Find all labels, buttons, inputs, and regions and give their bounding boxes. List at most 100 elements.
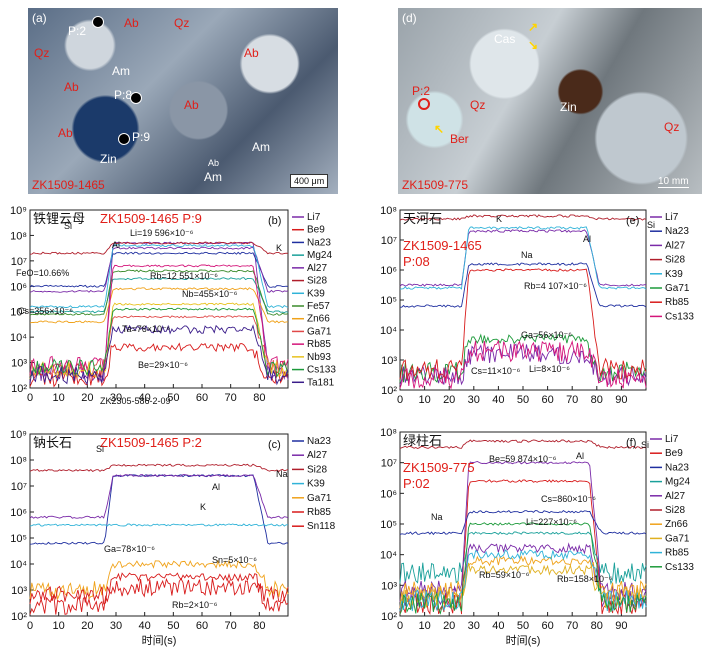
- panel-label-d: (d): [402, 11, 417, 25]
- x-tick-label: 70: [225, 392, 237, 404]
- x-tick-label: 90: [615, 620, 627, 632]
- legend-entry: Mg24: [665, 477, 690, 488]
- annotation: K: [276, 243, 282, 253]
- x-tick-label: 80: [591, 394, 603, 406]
- legend-entry: Ta181: [307, 377, 335, 388]
- series-line-cs133: [399, 522, 647, 615]
- plot-area: 10² 10³ 10⁴ 10⁵ 10⁶ 10⁷ 10⁸ 0 10 20 30 40 50 60 70 80 90: [380, 205, 647, 406]
- series-line-rb85: [399, 549, 647, 612]
- mineral-label: Ab: [244, 46, 259, 60]
- mineral-label: Ab: [64, 80, 79, 94]
- legend-entry: Be9: [307, 225, 325, 236]
- annotation: Al: [212, 482, 220, 492]
- legend: Li7 Na23 Al27 Si28 K39 Ga71 Rb85 Cs133: [650, 212, 694, 322]
- annotation: Cs=860×10⁻⁶: [541, 494, 596, 504]
- x-tick-label: 70: [566, 394, 578, 406]
- series-line-be9: [29, 342, 289, 388]
- x-tick-label: 60: [196, 620, 208, 632]
- legend-entry: Cs133: [665, 311, 694, 322]
- y-tick-label: 10⁶: [10, 507, 27, 519]
- series-line-nb93: [29, 302, 288, 380]
- mineral-label: Ab: [184, 98, 199, 112]
- y-tick-label: 10⁸: [380, 427, 397, 439]
- x-tick-label: 40: [139, 620, 151, 632]
- legend-entry: Zn66: [665, 519, 688, 530]
- legend-entry: Ga71: [307, 326, 332, 337]
- x-tick-label: 20: [81, 620, 93, 632]
- series-line-rb85: [29, 577, 289, 605]
- x-tick-label: 70: [566, 620, 578, 632]
- arrow-icon: ↗: [528, 20, 539, 34]
- mineral-label: Ab: [124, 16, 139, 30]
- annotation: Rb=2×10⁻⁶: [172, 600, 218, 610]
- panel-label-a: (a): [32, 11, 47, 25]
- legend-entry: Li7: [307, 212, 321, 223]
- y-tick-label: 10⁵: [380, 295, 397, 307]
- plot-area: 10² 10³ 10⁴ 10⁵ 10⁶ 10⁷ 10⁸ 0 10 20 30 40 50 60 70 80 90…: [380, 427, 647, 647]
- annotation: Si: [96, 444, 104, 454]
- legend-entry: Na23: [307, 237, 331, 248]
- legend-entry: Ga71: [665, 533, 690, 544]
- y-tick-label: 10²: [11, 611, 27, 623]
- annotation: Rb=59×10⁻⁶: [479, 570, 530, 580]
- series-line-k39: [29, 244, 289, 309]
- y-tick-label: 10³: [11, 585, 27, 597]
- x-tick-label: 40: [139, 392, 151, 404]
- series-line-zn66: [29, 287, 288, 324]
- y-tick-label: 10³: [11, 358, 27, 370]
- mineral-label: Qz: [174, 16, 190, 30]
- series-line-k39: [399, 226, 647, 290]
- y-tick-label: 10²: [11, 383, 27, 395]
- mineral-label: Am: [204, 170, 222, 184]
- x-tick-label: 20: [81, 392, 93, 404]
- x-tick-label: 10: [418, 620, 430, 632]
- x-tick-label: 50: [517, 620, 529, 632]
- legend-entry: Rb85: [665, 297, 689, 308]
- scale-bar: 10 mm: [658, 176, 689, 188]
- arrow-icon: ↘: [528, 38, 539, 52]
- x-tick-label: 90: [615, 394, 627, 406]
- annotation: K: [496, 214, 502, 224]
- legend-entry: Li7: [665, 434, 679, 445]
- mineral-label: Qz: [34, 46, 50, 60]
- x-tick-label: 30: [468, 394, 480, 406]
- plot-frame: [29, 209, 289, 389]
- y-tick-label: 10²: [381, 611, 397, 623]
- chart-b: 10² 10³ 10⁴ 10⁵ 10⁶ 10⁷ 10⁸ 10⁹ 0 10 20 30 40 50 60 70 8…: [10, 205, 336, 406]
- x-tick-label: 10: [53, 392, 65, 404]
- series-line-ga71: [399, 333, 647, 383]
- annotation: Al: [576, 451, 584, 461]
- annotation: Li=19 596×10⁻⁶: [130, 228, 194, 238]
- y-tick-label: 10⁸: [10, 455, 27, 467]
- mineral-name: 铁锂云母: [33, 211, 85, 226]
- analysis-spot-p2: [418, 98, 430, 110]
- annotation: Nb=455×10⁻⁶: [182, 289, 238, 299]
- series-line-rb85: [399, 268, 647, 380]
- legend-entry: Si28: [665, 505, 685, 516]
- legend-entry: Be9: [665, 448, 683, 459]
- mineral-label: Cas: [494, 32, 516, 46]
- annotation: Cs=11×10⁻⁶: [471, 366, 521, 376]
- series-line-na23: [400, 262, 647, 308]
- legend-entry: Cs133: [307, 365, 336, 376]
- panel-label: (c): [268, 439, 281, 451]
- chart-title-line: ZK1509-1465: [403, 238, 482, 253]
- spot-label: P:2: [412, 84, 431, 98]
- x-tick-label: 30: [110, 392, 122, 404]
- legend-entry: Na23: [665, 226, 689, 237]
- x-tick-label: 70: [225, 620, 237, 632]
- series-line-si28: [399, 439, 647, 449]
- annotation: Ga=78×10⁻⁶: [104, 544, 155, 554]
- chart-c: 10² 10³ 10⁴ 10⁵ 10⁶ 10⁷ 10⁸ 10⁹ 0 10 20 30 40 50 60 70 8…: [10, 429, 336, 647]
- annotation: FeO=10.66%: [16, 268, 69, 278]
- analysis-spot-p8: [130, 92, 142, 104]
- analysis-spot-p2: [92, 16, 104, 28]
- chart-title: ZK1509-1465 P:08: [403, 238, 482, 269]
- y-tick-label: 10⁴: [10, 332, 27, 344]
- x-tick-label: 80: [253, 392, 265, 404]
- legend-entry: Si28: [307, 276, 327, 287]
- annotation: Rb=12 551×10⁻⁶: [150, 271, 218, 281]
- annotation: K: [200, 502, 206, 512]
- y-tick-label: 10⁸: [10, 230, 27, 242]
- annotation: Sn=5×10⁻⁶: [212, 555, 257, 565]
